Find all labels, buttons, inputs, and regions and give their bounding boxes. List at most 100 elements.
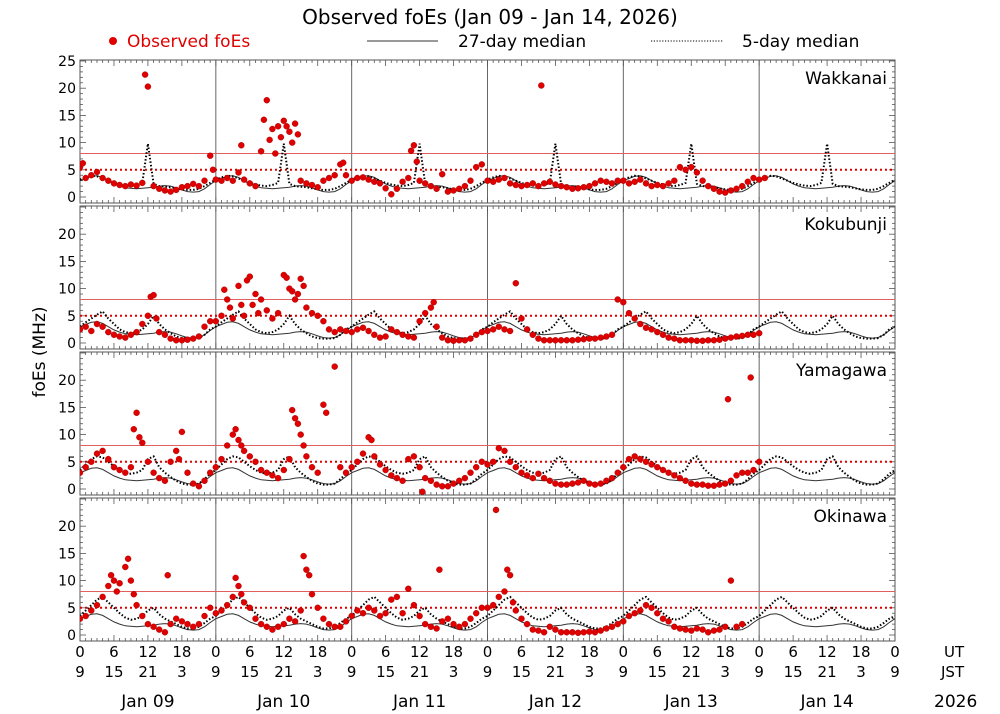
observed-point bbox=[518, 182, 525, 190]
observed-point bbox=[512, 280, 519, 287]
observed-point bbox=[388, 596, 395, 603]
observed-point bbox=[433, 625, 440, 632]
observed-point bbox=[682, 337, 689, 344]
observed-point bbox=[710, 627, 718, 634]
observed-point bbox=[756, 458, 763, 465]
y-tick-label: 10 bbox=[58, 282, 76, 298]
observed-point bbox=[586, 182, 593, 190]
observed-point bbox=[218, 177, 225, 184]
observed-point bbox=[614, 620, 621, 628]
observed-point bbox=[365, 604, 372, 611]
x-tick-label-jst: 15 bbox=[512, 663, 531, 681]
observed-point bbox=[161, 629, 169, 636]
observed-point bbox=[399, 331, 406, 338]
panel-okinawa: 0 5 10 15 20 Okinawa bbox=[58, 497, 896, 644]
observed-point bbox=[365, 176, 372, 183]
x-tick-label-ut: 12 bbox=[410, 643, 429, 661]
observed-point bbox=[167, 188, 174, 195]
observed-point bbox=[659, 615, 667, 622]
observed-point bbox=[705, 482, 712, 489]
observed-point bbox=[552, 626, 559, 633]
observed-point bbox=[642, 324, 650, 331]
observed-point bbox=[484, 177, 491, 184]
observed-point bbox=[286, 455, 293, 463]
observed-point bbox=[325, 326, 333, 333]
observed-point bbox=[473, 610, 480, 617]
observed-point bbox=[739, 182, 746, 190]
observed-point bbox=[637, 176, 644, 183]
observed-point bbox=[232, 574, 239, 582]
observed-point bbox=[506, 572, 514, 579]
observed-point bbox=[291, 120, 299, 127]
observed-point bbox=[654, 610, 661, 617]
observed-point bbox=[495, 176, 502, 183]
panel-kokubunji: 0 5 10 15 20 Kokubunji bbox=[58, 205, 896, 352]
observed-point bbox=[676, 337, 684, 344]
observed-point bbox=[671, 177, 678, 184]
observed-point bbox=[478, 161, 485, 168]
observed-point bbox=[206, 469, 214, 476]
observed-point bbox=[240, 176, 248, 183]
observed-point bbox=[195, 483, 203, 490]
observed-point bbox=[597, 177, 604, 184]
observed-point bbox=[274, 123, 282, 130]
y-tick-label: 10 bbox=[58, 136, 76, 152]
observed-point bbox=[756, 330, 763, 337]
observed-point bbox=[473, 331, 480, 338]
observed-point bbox=[580, 336, 587, 343]
x-tick-label-jst: 9 bbox=[754, 663, 764, 681]
x-tick-label-jst: 3 bbox=[177, 663, 187, 681]
observed-point bbox=[665, 469, 672, 476]
observed-point bbox=[484, 604, 491, 611]
observed-point bbox=[450, 337, 457, 344]
observed-point bbox=[654, 181, 661, 189]
observed-point bbox=[439, 618, 446, 625]
observed-point bbox=[303, 304, 310, 311]
observed-point bbox=[546, 477, 553, 484]
x-tick-label-jst: 21 bbox=[682, 663, 701, 681]
observed-point bbox=[461, 474, 469, 482]
observed-point bbox=[436, 566, 443, 573]
observed-point bbox=[422, 474, 429, 482]
observed-point bbox=[127, 577, 135, 584]
observed-point bbox=[586, 628, 593, 635]
observed-point bbox=[113, 588, 121, 595]
observed-point bbox=[331, 363, 338, 370]
observed-point bbox=[235, 582, 242, 590]
x-tick-label-ut: 0 bbox=[754, 643, 764, 661]
observed-point bbox=[116, 580, 123, 587]
observed-point bbox=[433, 185, 440, 193]
observed-point bbox=[710, 482, 718, 489]
observed-point bbox=[167, 458, 174, 465]
observed-point bbox=[184, 620, 191, 628]
observed-point bbox=[410, 601, 418, 609]
observed-point bbox=[467, 615, 474, 622]
observed-point bbox=[80, 469, 84, 476]
observed-point bbox=[359, 610, 367, 617]
observed-point bbox=[603, 477, 610, 484]
observed-point bbox=[263, 623, 270, 630]
observed-point bbox=[306, 572, 313, 579]
observed-point bbox=[506, 458, 514, 465]
median-5day-line bbox=[80, 455, 895, 486]
observed-point bbox=[574, 629, 582, 636]
observed-point bbox=[671, 335, 678, 342]
observed-point bbox=[699, 481, 706, 488]
observed-point bbox=[563, 183, 570, 191]
observed-point bbox=[603, 178, 610, 186]
observed-point bbox=[266, 136, 273, 144]
observed-point bbox=[648, 182, 655, 190]
observed-point bbox=[518, 469, 525, 476]
observed-point bbox=[574, 336, 582, 343]
observed-point bbox=[405, 174, 412, 182]
observed-point bbox=[229, 593, 237, 601]
observed-point bbox=[501, 326, 508, 333]
observed-point bbox=[756, 176, 763, 183]
observed-point bbox=[492, 506, 500, 514]
observed-point bbox=[388, 472, 395, 479]
observed-point bbox=[206, 318, 214, 325]
day-label: Jan 09 bbox=[120, 692, 174, 712]
observed-point bbox=[444, 337, 452, 344]
legend-5day-label: 5-day median bbox=[742, 32, 859, 52]
observed-point bbox=[99, 174, 106, 182]
